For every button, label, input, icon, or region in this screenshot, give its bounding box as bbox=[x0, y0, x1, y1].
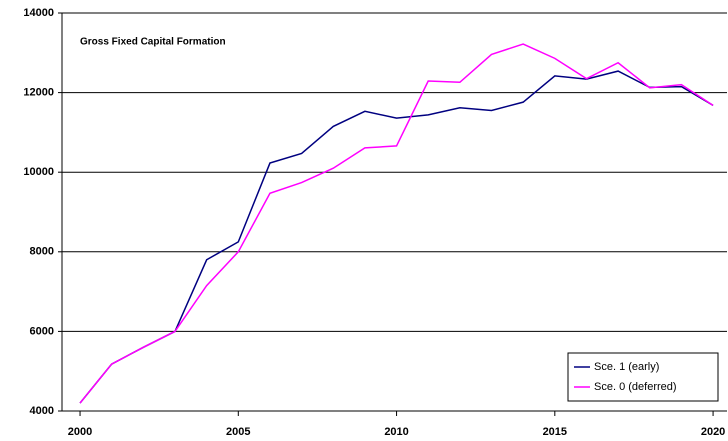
x-tick-label: 2015 bbox=[543, 426, 567, 438]
x-tick-label: 2005 bbox=[226, 426, 250, 438]
x-tick-label: 2020 bbox=[701, 426, 725, 438]
y-tick-label: 14000 bbox=[23, 7, 54, 19]
series-line bbox=[79, 43, 714, 404]
legend-label: Sce. 0 (deferred) bbox=[594, 381, 677, 393]
x-tick-label: 2000 bbox=[68, 426, 92, 438]
y-tick-label: 10000 bbox=[23, 166, 54, 178]
series-line bbox=[79, 70, 714, 404]
y-tick-label: 4000 bbox=[30, 405, 54, 417]
y-tick-label: 6000 bbox=[30, 325, 54, 337]
chart-title: Gross Fixed Capital Formation bbox=[80, 37, 226, 48]
legend-label: Sce. 1 (early) bbox=[594, 361, 659, 373]
y-tick-label: 12000 bbox=[23, 87, 54, 99]
legend-box bbox=[567, 352, 719, 402]
x-tick-label: 2010 bbox=[384, 426, 408, 438]
y-tick-label: 8000 bbox=[30, 246, 54, 258]
